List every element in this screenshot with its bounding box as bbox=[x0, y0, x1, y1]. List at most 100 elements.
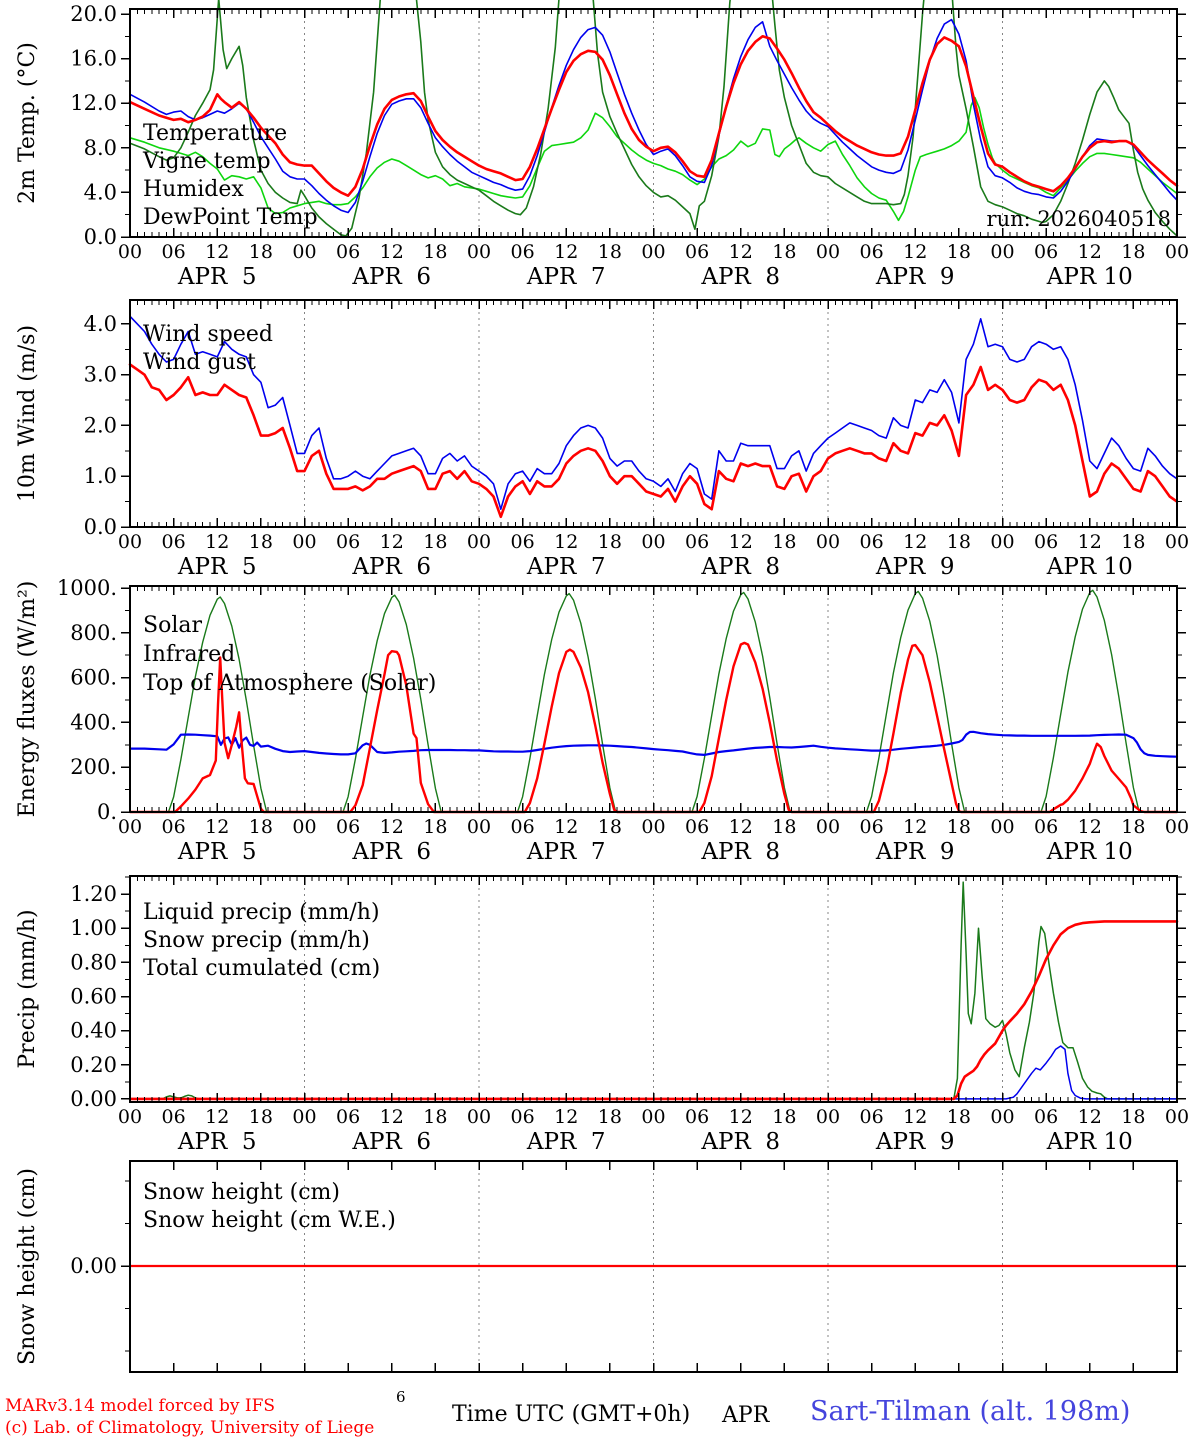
y-tick-label: 20.0 bbox=[70, 2, 117, 26]
y-tick-label: 0.80 bbox=[70, 950, 117, 974]
x-tick-label: 18 bbox=[1121, 1106, 1145, 1128]
day-label: APR 10 bbox=[1046, 839, 1133, 865]
x-tick-label: 18 bbox=[772, 1106, 796, 1128]
series-total-cumulated bbox=[128, 920, 1179, 1101]
legend-infrared: Infrared bbox=[143, 642, 235, 667]
y-tick-label: 1.0 bbox=[84, 464, 117, 488]
x-tick-label: 06 bbox=[511, 816, 535, 838]
x-tick-label: 00 bbox=[816, 531, 840, 553]
y-minor-ticks bbox=[125, 35, 1182, 216]
x-tick-label: 12 bbox=[1078, 531, 1102, 553]
y-major-ticks bbox=[121, 323, 1186, 528]
day-label: APR 8 bbox=[700, 554, 780, 580]
x-tick-label: 18 bbox=[249, 1106, 273, 1128]
y-axis-title-temperature: 2m Temp. (°C) bbox=[15, 42, 40, 204]
y-tick-label: 2.0 bbox=[84, 413, 117, 437]
y-tick-label: 3.0 bbox=[84, 363, 117, 387]
x-tick-label: 12 bbox=[380, 531, 404, 553]
y-tick-label: 12.0 bbox=[70, 91, 117, 115]
x-tick-label: 00 bbox=[118, 816, 142, 838]
x-tick-label: 00 bbox=[1165, 531, 1189, 553]
day-label: APR 7 bbox=[526, 264, 606, 290]
x-tick-label: 06 bbox=[860, 241, 884, 263]
x-tick-label: 06 bbox=[1034, 1106, 1058, 1128]
x-minor-ticks bbox=[136, 876, 1171, 1102]
x-tick-label: 00 bbox=[292, 1106, 316, 1128]
x-tick-label: 00 bbox=[990, 531, 1014, 553]
day-label: APR 7 bbox=[526, 554, 606, 580]
x-tick-label: 18 bbox=[423, 1106, 447, 1128]
day-label: APR 9 bbox=[875, 264, 955, 290]
y-tick-label: 0.0 bbox=[84, 225, 117, 249]
x-tick-label: 18 bbox=[598, 816, 622, 838]
x-tick-label: 00 bbox=[1165, 816, 1189, 838]
x-tick-label: 12 bbox=[903, 1106, 927, 1128]
x-tick-label: 06 bbox=[336, 241, 360, 263]
legend-toa: Top of Atmosphere (Solar) bbox=[143, 671, 436, 696]
x-tick-label: 06 bbox=[860, 531, 884, 553]
y-tick-label: 4.0 bbox=[84, 312, 117, 336]
x-tick-label: 18 bbox=[249, 816, 273, 838]
series-wind-speed bbox=[128, 363, 1179, 519]
model-credit-line: MARv3.14 model forced by IFS bbox=[5, 1396, 276, 1416]
y-tick-label: 600. bbox=[70, 666, 117, 690]
x-tick-label: 06 bbox=[685, 1106, 709, 1128]
day-label: APR 6 bbox=[351, 839, 431, 865]
legend-snow-precip: Snow precip (mm/h) bbox=[143, 928, 370, 953]
x-tick-label: 06 bbox=[162, 816, 186, 838]
x-tick-label: 06 bbox=[1034, 816, 1058, 838]
x-tick-label: 12 bbox=[205, 241, 229, 263]
y-minor-ticks bbox=[125, 609, 1182, 791]
x-tick-label: 12 bbox=[205, 1106, 229, 1128]
x-tick-label: 18 bbox=[249, 241, 273, 263]
x-major-ticks bbox=[129, 1161, 1178, 1372]
x-tick-label: 12 bbox=[903, 816, 927, 838]
x-tick-label: 18 bbox=[772, 531, 796, 553]
x-tick-label: 18 bbox=[947, 816, 971, 838]
x-tick-label: 06 bbox=[336, 1106, 360, 1128]
y-major-ticks bbox=[121, 13, 1186, 238]
y-major-ticks bbox=[121, 893, 1186, 1100]
x-minor-ticks bbox=[136, 300, 1171, 527]
x-tick-label: 00 bbox=[1165, 241, 1189, 263]
legend-dewpoint-temp: DewPoint Temp bbox=[143, 205, 318, 230]
day-label: APR 10 bbox=[1046, 1129, 1133, 1155]
y-axis-title-snow-height: Snow height (cm) bbox=[15, 1168, 40, 1365]
x-minor-ticks bbox=[136, 586, 1171, 812]
y-tick-label: 400. bbox=[70, 710, 117, 734]
x-tick-label: 12 bbox=[554, 531, 578, 553]
x-tick-label: 18 bbox=[423, 531, 447, 553]
x-tick-label: 12 bbox=[554, 1106, 578, 1128]
x-tick-label: 18 bbox=[947, 531, 971, 553]
panel-fluxes: 0. 200. 400. 600. 800. 1000. 00 06 12 18 00 06 12 18 0… bbox=[15, 576, 1189, 865]
y-minor-ticks bbox=[125, 348, 1182, 503]
x-tick-label: 06 bbox=[162, 241, 186, 263]
x-tick-label: 18 bbox=[947, 1106, 971, 1128]
series-snow-precip bbox=[129, 1045, 1178, 1100]
x-tick-label: 18 bbox=[947, 241, 971, 263]
day-label: APR 10 bbox=[1046, 554, 1133, 580]
legend-wind-speed: Wind speed bbox=[143, 322, 273, 347]
x-tick-label: 06 bbox=[162, 531, 186, 553]
y-tick-label: 1000. bbox=[57, 576, 117, 600]
legend-liquid-precip: Liquid precip (mm/h) bbox=[143, 900, 380, 925]
x-tick-label: 06 bbox=[1034, 531, 1058, 553]
x-tick-label: 18 bbox=[598, 1106, 622, 1128]
panel-wind: 0.0 1.0 2.0 3.0 4.0 00 06 12 18 00 06 12 18 00 06 12 18 0… bbox=[15, 299, 1189, 580]
page-number: 6 bbox=[396, 1388, 406, 1406]
x-tick-label: 00 bbox=[467, 1106, 491, 1128]
legend-vigne-temp: Vigne temp bbox=[142, 149, 271, 174]
day-label: APR 6 bbox=[351, 1129, 431, 1155]
series-infrared bbox=[128, 730, 1179, 758]
series-liquid-precip bbox=[129, 881, 1178, 1100]
day-label: APR 9 bbox=[875, 1129, 955, 1155]
x-tick-label: 06 bbox=[860, 816, 884, 838]
x-tick-label: 00 bbox=[990, 241, 1014, 263]
station-label: Sart-Tilman (alt. 198m) bbox=[810, 1396, 1131, 1427]
x-major-ticks bbox=[129, 300, 1178, 527]
x-major-ticks bbox=[129, 876, 1178, 1102]
x-tick-label: 00 bbox=[292, 531, 316, 553]
x-tick-label: 18 bbox=[772, 241, 796, 263]
x-major-ticks bbox=[129, 9, 1178, 237]
